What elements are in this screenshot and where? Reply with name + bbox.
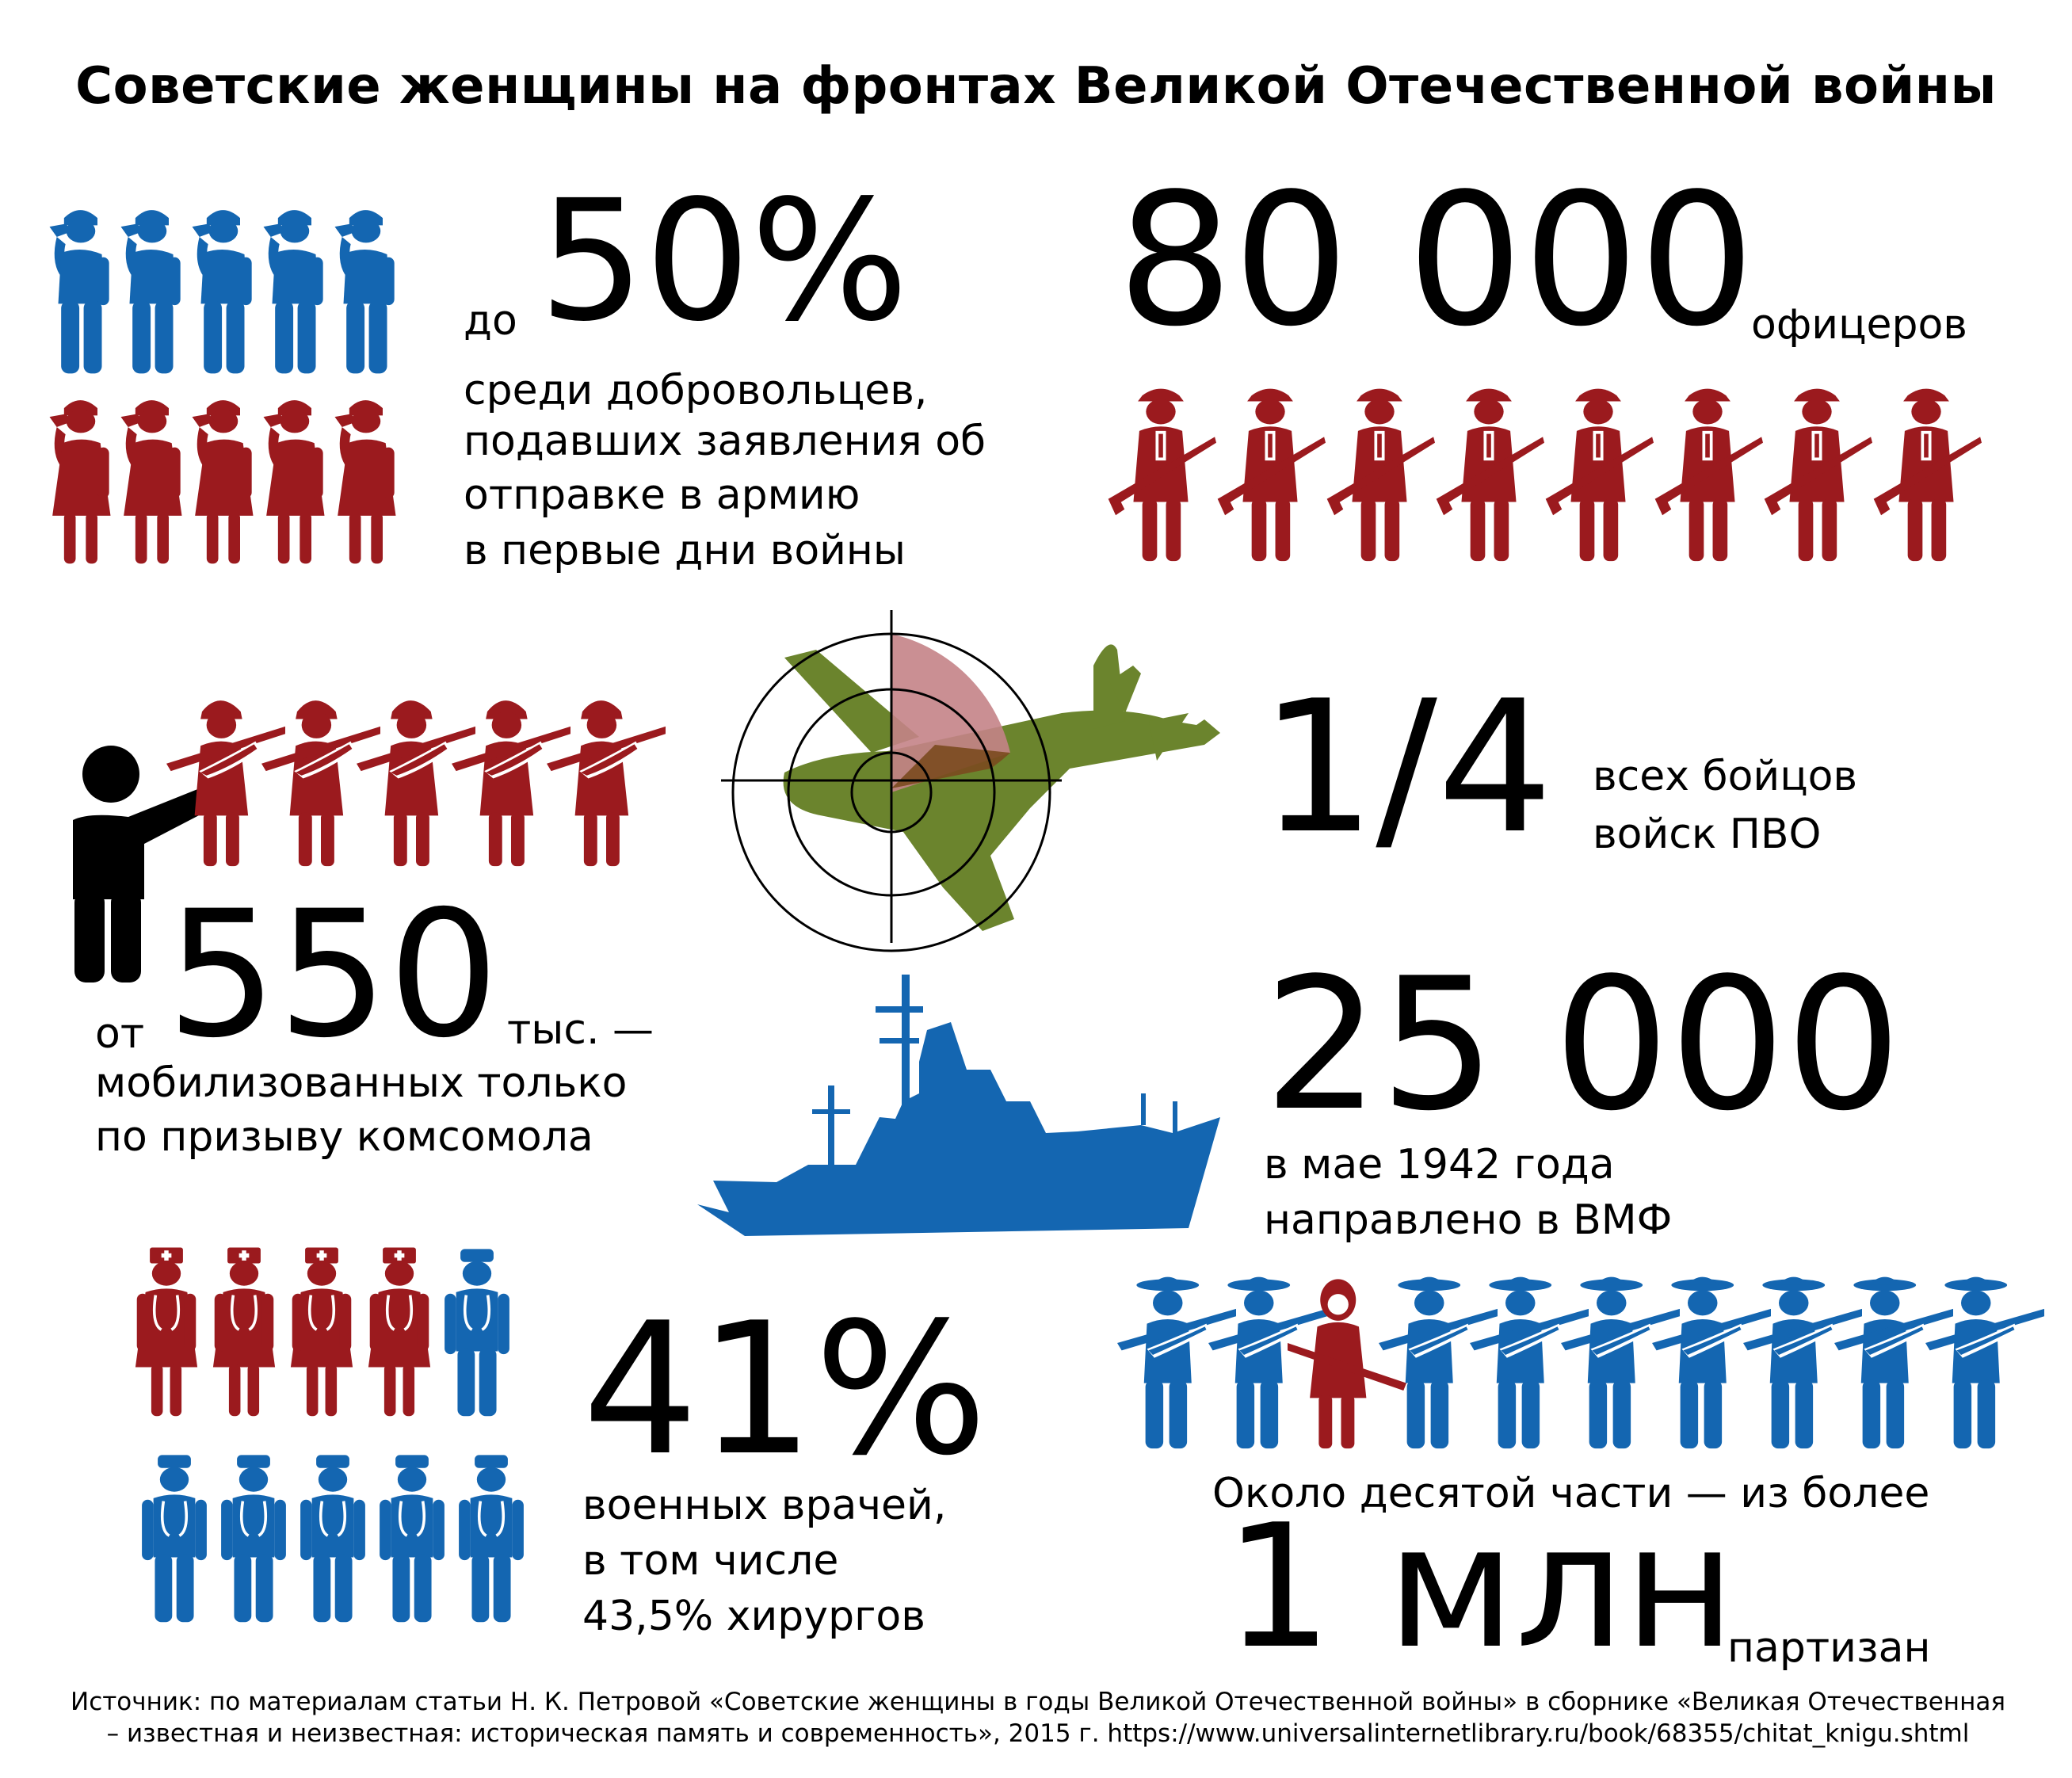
source-line1: Источник: по материалам статьи Н. К. Пет… bbox=[71, 1688, 2005, 1716]
komsomol-unit: тыс. — bbox=[507, 1006, 654, 1054]
officers-unit: офицеров bbox=[1751, 301, 1967, 349]
komsomol-line1: мобилизованных только bbox=[95, 1059, 628, 1107]
saluting-soldier-icon bbox=[49, 400, 396, 564]
volunteers-value: 50% bbox=[539, 164, 909, 358]
komsomol-value: 550 bbox=[166, 873, 499, 1076]
air-defense-line1: всех бойцов bbox=[1593, 753, 1858, 800]
officers-value: 80 000 bbox=[1117, 155, 1755, 367]
volunteers-line3: отправке в армию bbox=[464, 471, 860, 519]
navy-value: 25 000 bbox=[1264, 940, 1902, 1151]
volunteers-icon-grid bbox=[44, 202, 408, 586]
female-officer-rifle-icon bbox=[1108, 388, 1982, 562]
source-note: Источник: по материалам статьи Н. К. Пет… bbox=[48, 1686, 2028, 1749]
warship-icon bbox=[697, 975, 1220, 1236]
commander-pointing-icon bbox=[73, 746, 220, 982]
partisans-value: 1 млн bbox=[1224, 1487, 1736, 1686]
doctors-value: 41% bbox=[582, 1284, 988, 1496]
partisans-lead: Около десятой части — из более bbox=[1212, 1470, 1930, 1517]
partisan-icon bbox=[1117, 1276, 2044, 1449]
navy-line2: направлено в ВМФ bbox=[1264, 1196, 1673, 1244]
doctors-line1: военных врачей, bbox=[582, 1482, 947, 1529]
air-defense-value: 1/4 bbox=[1260, 662, 1554, 874]
air-defense-line2: войск ПВО bbox=[1593, 811, 1822, 858]
partisans-unit: партизан bbox=[1727, 1624, 1931, 1672]
volunteers-line1: среди добровольцев, bbox=[464, 367, 928, 414]
airplane-target-icon bbox=[721, 610, 1220, 952]
source-line2: – известная и неизвестная: историческая … bbox=[106, 1719, 1970, 1748]
komsomol-line2: по призыву комсомола bbox=[95, 1113, 593, 1161]
doctors-line3: 43,5% хирургов bbox=[582, 1593, 925, 1640]
volunteers-prefix: до bbox=[464, 297, 517, 345]
female-medic-icon bbox=[134, 1246, 525, 1624]
volunteers-line2: подавших заявления об bbox=[464, 418, 986, 465]
navy-line1: в мае 1942 года bbox=[1264, 1141, 1615, 1189]
doctors-line2: в том числе bbox=[582, 1537, 839, 1585]
volunteers-line4: в первые дни войны bbox=[464, 527, 906, 574]
female-rifle-soldier-icon bbox=[166, 700, 666, 867]
komsomol-prefix: от bbox=[95, 1010, 145, 1058]
page-title: Советские женщины на фронтах Великой Оте… bbox=[75, 57, 1997, 116]
